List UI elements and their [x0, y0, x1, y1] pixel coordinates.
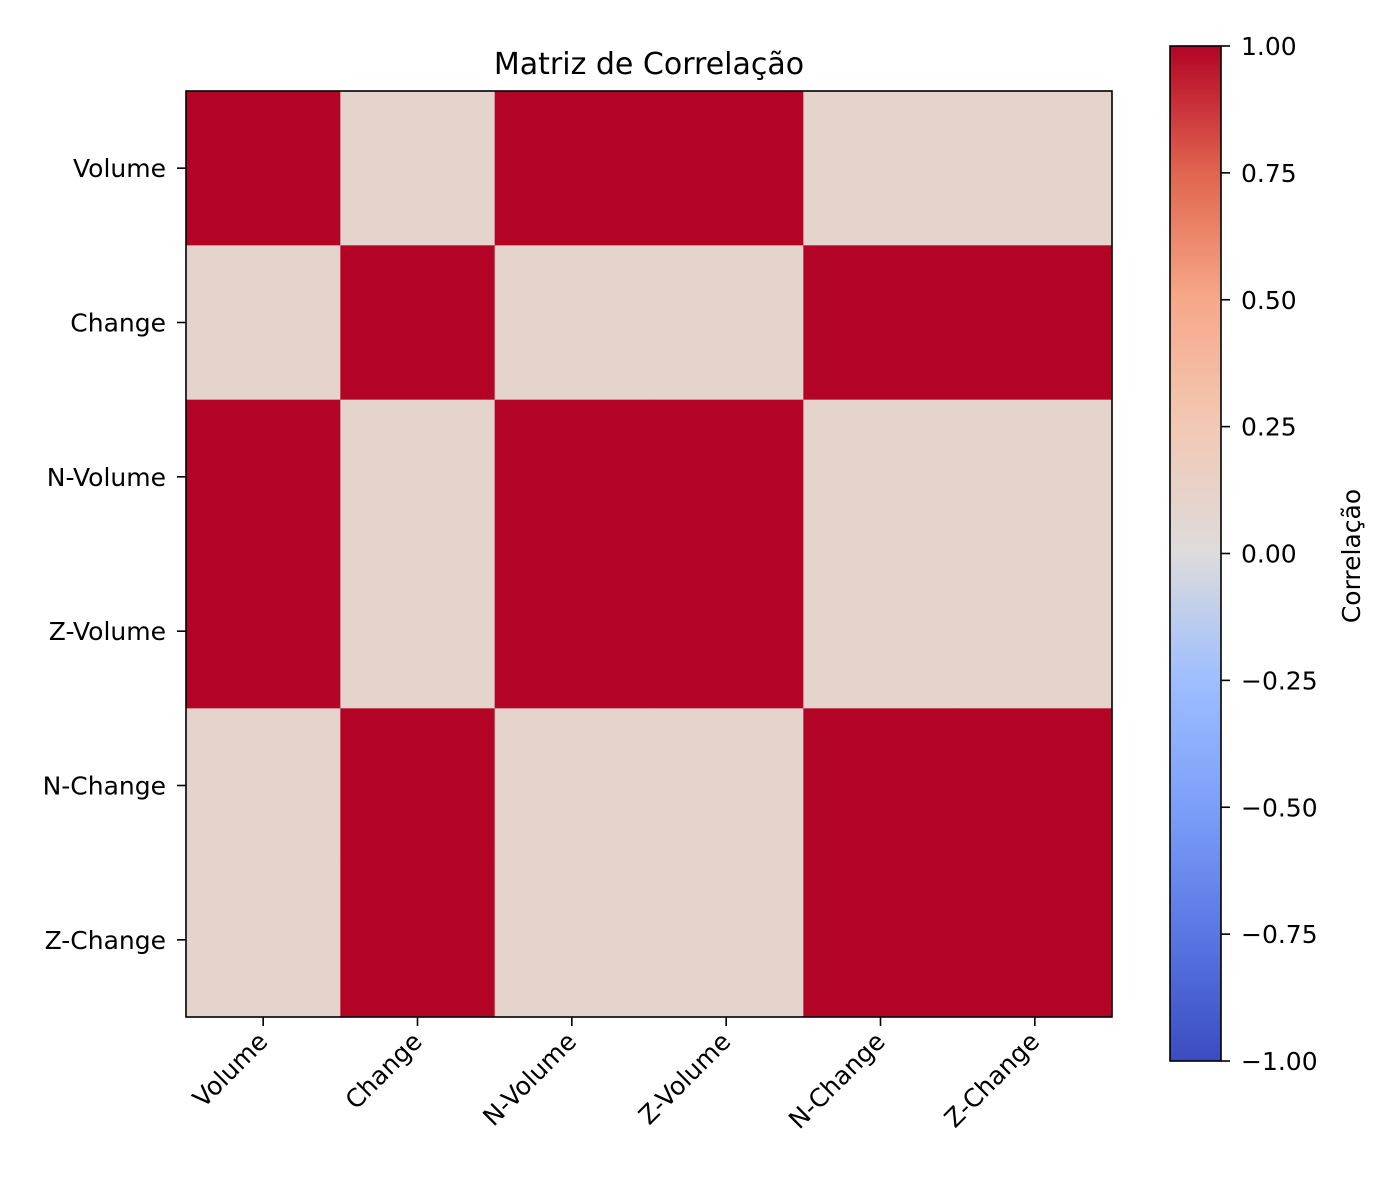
heatmap-cell-Z-Change-Volume: [186, 862, 341, 1018]
colorbar-tick-label: −0.50: [1241, 793, 1318, 822]
colorbar-tick-label: −1.00: [1241, 1047, 1318, 1076]
heatmap-cell-Volume-N-Change: [803, 91, 959, 246]
heatmap-cell-Z-Change-N-Volume: [494, 862, 650, 1018]
heatmap-cell-N-Volume-Volume: [186, 399, 341, 555]
y-tick-label: Z-Change: [45, 926, 166, 955]
y-tick-label: Change: [70, 309, 166, 338]
colorbar-tick-label: 0.00: [1241, 540, 1297, 569]
colorbar: [1169, 45, 1222, 1062]
heatmap-cell-Change-Z-Volume: [649, 245, 804, 401]
heatmap-cell-Change-Volume: [186, 245, 341, 401]
colorbar-axis: 1.00 0.75 0.50 0.25 0.00 −0.25 −0.50 −0.75 −1.00: [1221, 32, 1318, 1076]
heatmap-cell-Change-Change: [340, 245, 496, 401]
x-axis: Volume Change N-Volume Z-Volume N-Change Z-Ch…: [187, 1017, 1045, 1135]
heatmap-cell-N-Change-Z-Volume: [649, 708, 804, 864]
heatmap-cell-Z-Change-N-Change: [803, 862, 959, 1018]
heatmap-cell-Z-Change-Z-Volume: [649, 862, 804, 1018]
heatmap-cell-Volume-Change: [340, 91, 496, 246]
heatmap-cell-Z-Volume-Volume: [186, 554, 341, 709]
heatmap-cell-Volume-Z-Change: [957, 91, 1113, 246]
heatmap-cell-Change-N-Change: [803, 245, 959, 401]
heatmap-cell-Z-Change-Z-Change: [957, 862, 1113, 1018]
x-tick-label: Change: [340, 1027, 428, 1115]
heatmap-cell-N-Change-N-Change: [803, 708, 959, 864]
heatmap-cell-Change-N-Volume: [494, 245, 650, 401]
heatmap-cell-Z-Change-Change: [340, 862, 496, 1018]
colorbar-tick-label: 0.50: [1241, 286, 1297, 315]
colorbar-tick-label: −0.75: [1241, 920, 1318, 949]
colorbar-tick-label: 1.00: [1241, 32, 1297, 61]
x-tick-label: Volume: [187, 1027, 273, 1113]
heatmap-cell-N-Volume-Z-Change: [957, 399, 1113, 555]
heatmap-cell-Volume-Volume: [186, 91, 341, 246]
heatmap-cell-N-Volume-N-Change: [803, 399, 959, 555]
heatmap-cell-Z-Volume-N-Change: [803, 554, 959, 709]
heatmap-cell-N-Change-Z-Change: [957, 708, 1113, 864]
heatmap-cell-N-Change-Volume: [186, 708, 341, 864]
y-tick-label: N-Change: [43, 772, 166, 801]
x-tick-label: Z-Change: [939, 1027, 1045, 1133]
x-tick-label: Z-Volume: [633, 1027, 736, 1130]
colorbar-tick-label: 0.25: [1241, 413, 1297, 442]
heatmap-cell-Z-Volume-Z-Change: [957, 554, 1113, 709]
heatmap-cell-N-Change-N-Volume: [494, 708, 650, 864]
colorbar-label: Correlação: [1337, 489, 1366, 623]
heatmap-cell-N-Change-Change: [340, 708, 496, 864]
heatmap-cell-Volume-N-Volume: [494, 91, 650, 246]
heatmap-cell-N-Volume-Z-Volume: [649, 399, 804, 555]
colorbar-tick-label: 0.75: [1241, 159, 1297, 188]
x-tick-label: N-Volume: [477, 1027, 582, 1132]
heatmap-cell-Z-Volume-Z-Volume: [649, 554, 804, 709]
heatmap-cell-N-Volume-Change: [340, 399, 496, 555]
y-tick-label: N-Volume: [47, 463, 166, 492]
y-tick-label: Volume: [73, 154, 166, 183]
y-axis: Volume Change N-Volume Z-Volume N-Change Z-Ch…: [43, 154, 186, 955]
chart-title: Matriz de Correlação: [494, 47, 804, 82]
heatmap-cells: [186, 91, 1113, 1018]
heatmap-cell-Z-Volume-Change: [340, 554, 496, 709]
plot-frame: [185, 90, 1113, 1018]
x-tick-label: N-Change: [783, 1027, 891, 1135]
y-tick-label: Z-Volume: [49, 617, 166, 646]
heatmap-cell-Change-Z-Change: [957, 245, 1113, 401]
heatmap-cell-N-Volume-N-Volume: [494, 399, 650, 555]
heatmap-cell-Z-Volume-N-Volume: [494, 554, 650, 709]
colorbar-tick-label: −0.25: [1241, 666, 1318, 695]
heatmap-cell-Volume-Z-Volume: [649, 91, 804, 246]
